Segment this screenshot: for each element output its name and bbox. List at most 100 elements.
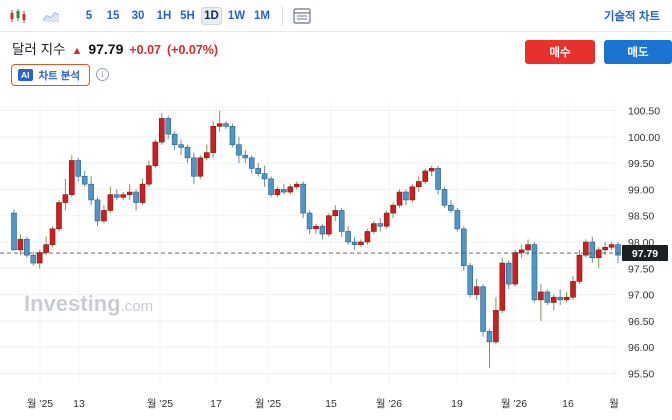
candle-body [101, 210, 107, 222]
candle-body [377, 223, 384, 227]
current-price-label: 97.79 [632, 248, 658, 260]
price-change: +0.07 [129, 43, 162, 57]
candle-body [505, 262, 512, 285]
candle-body [518, 249, 525, 253]
candle-body [422, 170, 429, 182]
candle-body [615, 244, 621, 256]
x-tick-label: 월 '25 [255, 398, 281, 410]
y-tick-label: 99.50 [628, 158, 654, 170]
candles-layer [11, 110, 621, 369]
timeframe-1h[interactable]: 1H [156, 10, 172, 22]
timeframe-1d[interactable]: 1D [201, 7, 222, 25]
sell-button[interactable]: 매도 [604, 40, 672, 64]
candle-body [229, 125, 236, 146]
current-price-tag [622, 245, 668, 262]
x-tick-label: 월 '26 [501, 398, 527, 410]
ai-chart-analysis-button[interactable]: AI 차트 분석 [11, 64, 90, 86]
candle-body [184, 147, 191, 159]
candle-body [313, 225, 319, 230]
candle-body [319, 225, 326, 235]
candle-body [595, 249, 602, 259]
price-chart[interactable]: Investing.com 100.50 100.00 99.50 99.00 98.5… [0, 96, 672, 420]
candle-body [171, 133, 178, 146]
ai-analysis-label: 차트 분석 [38, 69, 81, 82]
candle-body [300, 183, 306, 214]
candle-body [197, 157, 204, 177]
candle-body [11, 212, 17, 251]
candle-body [210, 125, 216, 153]
y-tick-label: 96.00 [628, 342, 654, 354]
timeframe-1m[interactable]: 1M [254, 10, 270, 22]
candle-body [563, 296, 570, 301]
candle-body [146, 165, 152, 185]
x-tick-label: 월 '26 [376, 398, 402, 410]
timeframe-5[interactable]: 5 [85, 10, 93, 22]
candle-body [107, 194, 114, 211]
candle-body [242, 154, 249, 159]
x-tick-label: 16 [562, 398, 574, 410]
candle-body [435, 168, 441, 190]
candle-body [94, 199, 101, 222]
candle-body [570, 281, 576, 298]
table-view-icon[interactable] [291, 6, 313, 26]
x-tick-label: 월 '25 [147, 398, 173, 410]
candle-body [216, 123, 223, 127]
candle-body [178, 144, 184, 148]
candle-body [441, 189, 448, 206]
technical-chart-link[interactable]: 기술적 차트 [603, 11, 660, 23]
candle-body [409, 186, 416, 201]
x-tick-label: 월 [609, 398, 619, 410]
y-tick-label: 98.50 [628, 211, 654, 223]
candle-body [114, 194, 120, 198]
area-chart-icon[interactable] [40, 6, 62, 26]
candle-body [383, 212, 390, 227]
candle-body [345, 231, 351, 243]
candle-body [287, 186, 294, 193]
chart-grid [0, 100, 618, 384]
x-tick-label: 15 [325, 398, 337, 410]
toolbar-divider [282, 6, 283, 26]
timeframe-15[interactable]: 15 [106, 10, 120, 22]
candle-body [56, 202, 62, 230]
candle-body [416, 181, 422, 188]
candle-body [268, 178, 274, 195]
candle-body [512, 252, 518, 285]
ai-badge: AI [18, 69, 33, 81]
candle-body [139, 183, 146, 203]
candle-body [62, 194, 69, 203]
candle-body [203, 152, 210, 159]
candlestick-chart-icon[interactable] [7, 6, 29, 26]
candle-body [236, 144, 242, 156]
candle-body [467, 265, 474, 295]
y-tick-label: 97.50 [628, 263, 654, 275]
candle-body [493, 310, 499, 343]
info-icon[interactable]: i [96, 68, 109, 81]
timeframe-1w[interactable]: 1W [227, 10, 246, 22]
candle-body [550, 296, 557, 303]
candle-body [326, 215, 332, 235]
candle-body [371, 223, 377, 232]
x-tick-label: 17 [210, 398, 222, 410]
candle-body [281, 189, 287, 193]
x-tick-label: 19 [451, 398, 463, 410]
candle-body [43, 244, 49, 253]
candle-body [120, 194, 127, 198]
price-change-percent: (+0.07%) [167, 43, 219, 57]
candle-body [69, 160, 75, 195]
candle-body [191, 157, 197, 177]
candle-body [293, 183, 300, 188]
quote-header: 달러 지수 ▲ 97.79 +0.07 (+0.07%) [12, 38, 218, 58]
watermark-brand: Investing [24, 291, 121, 316]
timeframe-5h[interactable]: 5H [180, 10, 195, 22]
candle-body [480, 286, 486, 332]
buy-button[interactable]: 매수 [525, 40, 595, 64]
candle-body [473, 286, 480, 295]
candle-body [448, 204, 454, 211]
candle-body [248, 157, 255, 169]
candle-body [81, 175, 88, 185]
candle-body [351, 241, 358, 245]
up-arrow-icon: ▲ [71, 45, 83, 57]
timeframe-30[interactable]: 30 [131, 10, 145, 22]
candle-body [525, 244, 531, 251]
candle-body [223, 123, 229, 127]
